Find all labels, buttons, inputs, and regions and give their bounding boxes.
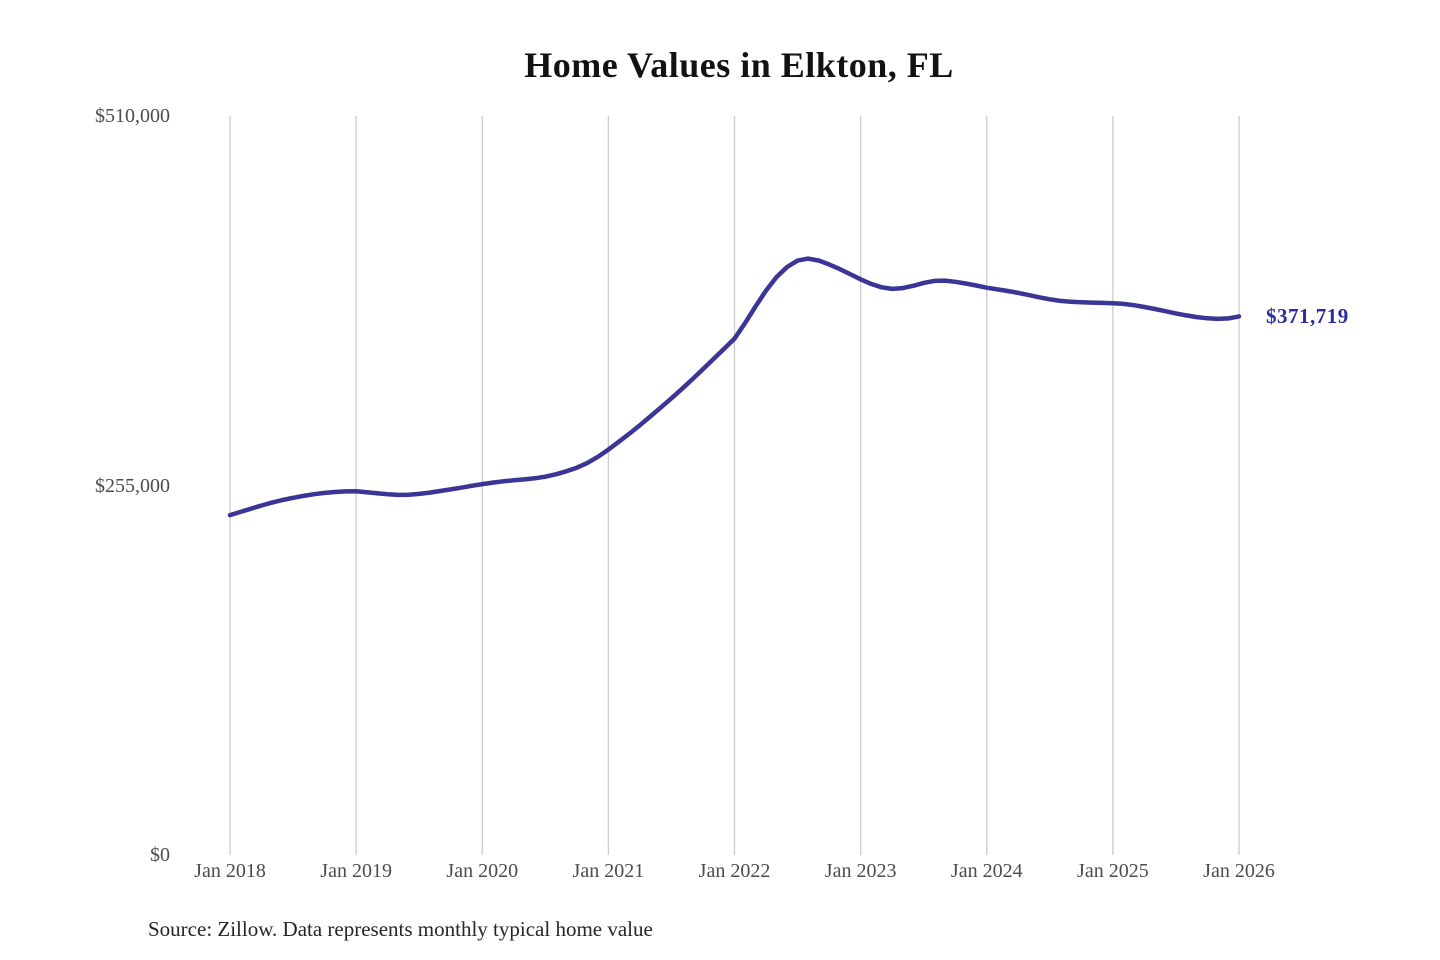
x-tick-label-jan-2019: Jan 2019 [320, 860, 392, 882]
x-tick-label-jan-2025: Jan 2025 [1077, 860, 1149, 882]
x-tick-label-jan-2018: Jan 2018 [194, 860, 266, 882]
home-value-line-series [227, 256, 1242, 518]
latest-value-label: $371,719 [1266, 304, 1349, 329]
y-tick-label-255000: $255,000 [95, 474, 170, 497]
source-note: Source: Zillow. Data represents monthly … [148, 917, 653, 941]
chart-title: Home Values in Elkton, FL [524, 45, 954, 85]
x-tick-label-jan-2020: Jan 2020 [446, 860, 519, 882]
vertical-gridlines [229, 116, 1240, 855]
y-tick-label-510000: $510,000 [95, 105, 170, 127]
x-tick-label-jan-2023: Jan 2023 [824, 860, 897, 882]
y-tick-label-0: $0 [150, 844, 170, 866]
x-tick-label-jan-2022: Jan 2022 [698, 860, 771, 882]
x-tick-label-jan-2021: Jan 2021 [572, 860, 645, 882]
x-tick-label-jan-2026: Jan 2026 [1203, 860, 1275, 882]
x-tick-label-jan-2024: Jan 2024 [950, 860, 1023, 882]
